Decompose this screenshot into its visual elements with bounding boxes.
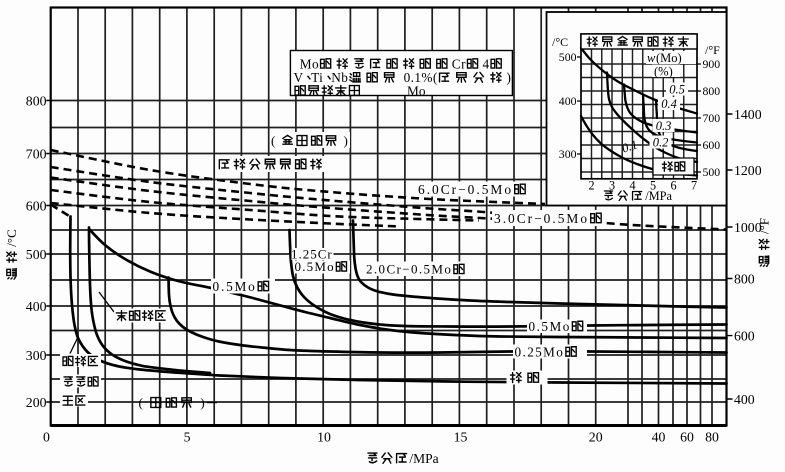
- svg-text:4: 4: [483, 56, 490, 71]
- svg-text:40: 40: [652, 430, 666, 445]
- svg-text:0.5Mo: 0.5Mo: [213, 279, 257, 294]
- svg-text:0.5Mo: 0.5Mo: [295, 259, 335, 274]
- svg-text:1.25Cr: 1.25Cr: [291, 247, 333, 262]
- svg-text:500: 500: [26, 247, 47, 262]
- svg-text:1400: 1400: [734, 107, 762, 122]
- svg-text:0.3: 0.3: [656, 119, 672, 133]
- svg-text:800: 800: [26, 94, 47, 109]
- svg-text:): ): [196, 395, 207, 410]
- svg-text:400: 400: [734, 392, 755, 407]
- svg-text:/°F: /°F: [757, 218, 772, 234]
- svg-text:(Mo): (Mo): [656, 51, 682, 65]
- svg-text:700: 700: [703, 111, 721, 125]
- svg-text:/MPa: /MPa: [409, 451, 438, 466]
- svg-text:0.4: 0.4: [661, 97, 677, 111]
- svg-text:20: 20: [589, 430, 603, 445]
- svg-text:): ): [339, 133, 349, 148]
- svg-text:6.0Cr−0.5Mo: 6.0Cr−0.5Mo: [418, 182, 513, 197]
- svg-text:600: 600: [734, 329, 755, 344]
- svg-text:Cr: Cr: [452, 56, 466, 71]
- svg-text:V: V: [294, 70, 304, 85]
- svg-text:2: 2: [589, 178, 595, 192]
- svg-text:6: 6: [671, 178, 677, 192]
- svg-text:800: 800: [734, 272, 755, 287]
- svg-text:60: 60: [680, 430, 694, 445]
- svg-text:2.0Cr−0.5Mo: 2.0Cr−0.5Mo: [366, 262, 452, 277]
- svg-text:/°F: /°F: [705, 43, 720, 57]
- svg-text:Ti: Ti: [311, 70, 323, 85]
- svg-text:): ): [507, 70, 512, 85]
- svg-text:600: 600: [703, 138, 721, 152]
- svg-text:(: (: [271, 133, 281, 148]
- svg-text:3: 3: [609, 178, 615, 192]
- svg-text:0.1%(: 0.1%(: [400, 70, 438, 85]
- svg-text:500: 500: [559, 50, 577, 64]
- svg-text:1200: 1200: [734, 163, 762, 178]
- svg-text:/°C: /°C: [552, 35, 568, 49]
- svg-text:(%): (%): [654, 65, 673, 79]
- svg-text:400: 400: [26, 299, 47, 314]
- svg-text:700: 700: [26, 147, 47, 162]
- svg-text:600: 600: [26, 199, 47, 214]
- svg-text:5: 5: [650, 178, 656, 192]
- svg-text:0.1: 0.1: [620, 137, 639, 155]
- svg-text:800: 800: [703, 84, 721, 98]
- svg-text:(: (: [139, 395, 150, 410]
- svg-text:/MPa: /MPa: [645, 189, 672, 203]
- svg-text:10: 10: [317, 430, 331, 445]
- svg-text:0.2: 0.2: [653, 136, 669, 150]
- svg-text:0.5: 0.5: [669, 83, 685, 97]
- svg-text:300: 300: [26, 348, 47, 363]
- svg-text:1000: 1000: [734, 220, 762, 235]
- svg-text:0.25Mo: 0.25Mo: [515, 344, 565, 359]
- svg-text:400: 400: [559, 94, 577, 108]
- svg-text:0: 0: [43, 430, 50, 445]
- svg-text:Mo: Mo: [407, 83, 426, 98]
- svg-text:15: 15: [454, 430, 468, 445]
- svg-text:0.5Mo: 0.5Mo: [529, 319, 571, 334]
- svg-text:/°C: /°C: [4, 229, 19, 246]
- svg-text:80: 80: [705, 430, 719, 445]
- svg-text:5: 5: [184, 430, 191, 445]
- svg-text:200: 200: [26, 395, 47, 410]
- svg-text:Nb: Nb: [331, 70, 348, 85]
- svg-text:7: 7: [691, 178, 697, 192]
- svg-text:w: w: [647, 51, 656, 65]
- svg-text:500: 500: [703, 165, 721, 179]
- svg-text:3.0Cr−0.5Mo: 3.0Cr−0.5Mo: [494, 211, 589, 226]
- svg-text:900: 900: [703, 57, 721, 71]
- svg-text:4: 4: [630, 178, 636, 192]
- svg-text:Mo: Mo: [296, 56, 319, 71]
- svg-text:300: 300: [559, 147, 577, 161]
